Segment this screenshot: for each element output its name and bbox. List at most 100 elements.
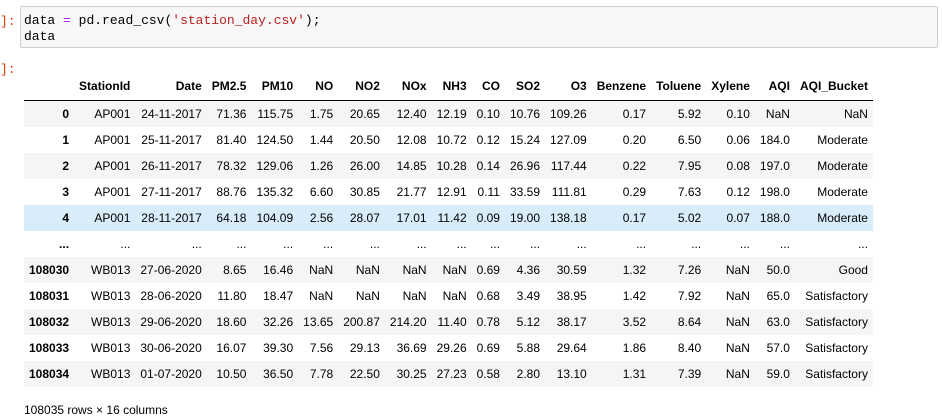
- header-row: StationId Date PM2.5 PM10 NO NO2 NOx NH3 CO SO2 O3…: [24, 72, 873, 101]
- table-cell: Satisfactory: [805, 367, 868, 381]
- table-cell: ...: [191, 237, 202, 251]
- row-index: 108031: [29, 289, 70, 303]
- table-cell: 0.06: [726, 133, 750, 147]
- table-cell: 1.86: [622, 341, 647, 355]
- table-cell: NaN: [442, 263, 467, 277]
- table-cell: 36.50: [263, 367, 294, 381]
- column-header: CO: [471, 72, 505, 101]
- table-cell: 26.96: [509, 159, 541, 173]
- table-cell: NaN: [725, 263, 750, 277]
- row-index: 1: [62, 133, 70, 147]
- table-cell: Moderate: [817, 159, 868, 173]
- table-cell: 29.13: [349, 341, 380, 355]
- table-cell: 0.22: [622, 159, 647, 173]
- table-cell: 78.32: [216, 159, 247, 173]
- table-cell: 30.59: [556, 263, 587, 277]
- table-cell: 19.00: [509, 211, 541, 225]
- table-cell: 36.69: [396, 341, 427, 355]
- row-index: 2: [62, 159, 70, 173]
- table-cell: 5.92: [677, 107, 702, 121]
- table-cell: 124.50: [256, 133, 294, 147]
- table-cell: Moderate: [817, 133, 868, 147]
- table-cell: 24-11-2017: [141, 107, 202, 121]
- table-cell: 28-06-2020: [140, 289, 202, 303]
- table-cell: 01-07-2020: [140, 367, 202, 381]
- table-cell: 29-06-2020: [140, 315, 202, 329]
- row-index: 108034: [29, 367, 70, 381]
- table-cell: 16.07: [216, 341, 247, 355]
- table-cell: 7.56: [309, 341, 334, 355]
- table-row: 4 AP001 28-11-2017 64.18 104.09 2.56 28.07 17.0…: [24, 205, 873, 231]
- table-cell: 20.50: [349, 133, 380, 147]
- table-cell: NaN: [725, 289, 750, 303]
- table-row: 108031 WB013 28-06-2020 11.80 18.47 NaN NaN NaN…: [24, 283, 873, 309]
- table-cell: 2.80: [516, 367, 541, 381]
- table-cell: 16.46: [263, 263, 294, 277]
- table-cell: AP001: [94, 107, 131, 121]
- table-cell: AP001: [94, 159, 131, 173]
- table-cell: 11.80: [217, 289, 247, 303]
- table-cell: 200.87: [343, 315, 380, 329]
- table-cell: NaN: [725, 341, 750, 355]
- table-cell: ...: [236, 237, 247, 251]
- table-cell: 29.26: [436, 341, 467, 355]
- table-cell: 0.20: [622, 133, 647, 147]
- table-cell: Satisfactory: [805, 315, 868, 329]
- table-cell: 25-11-2017: [141, 133, 202, 147]
- table-cell: 0.08: [726, 159, 750, 173]
- table-cell: 10.76: [509, 107, 541, 121]
- table-cell: NaN: [355, 289, 380, 303]
- table-cell: NaN: [355, 263, 380, 277]
- table-cell: Good: [838, 263, 868, 277]
- table-cell: 27-11-2017: [141, 185, 202, 199]
- table-cell: 0.07: [726, 211, 750, 225]
- table-cell: NaN: [442, 289, 467, 303]
- table-cell: ...: [489, 237, 500, 251]
- table-cell: ...: [857, 237, 868, 251]
- table-row: 108034 WB013 01-07-2020 10.50 36.50 7.78 22.50…: [24, 361, 873, 387]
- column-header: PM10: [251, 72, 299, 101]
- table-cell: 0.78: [476, 315, 500, 329]
- table-cell: 1.31: [622, 367, 647, 381]
- row-index: 108032: [29, 315, 70, 329]
- code-variable: data: [24, 13, 56, 28]
- table-cell: 115.75: [257, 107, 294, 121]
- table-cell: 22.50: [349, 367, 380, 381]
- column-header: NO2: [338, 72, 385, 101]
- table-cell: 104.09: [256, 211, 294, 225]
- table-cell: 7.78: [309, 367, 334, 381]
- table-cell: 63.0: [766, 315, 790, 329]
- table-cell: 0.10: [476, 107, 500, 121]
- table-cell: 10.28: [436, 159, 467, 173]
- row-index: 3: [62, 185, 70, 199]
- column-header: Xylene: [706, 72, 755, 101]
- table-cell: 1.42: [622, 289, 647, 303]
- dataframe-shape-summary: 108035 rows × 16 columns: [24, 403, 168, 417]
- table-cell: 5.88: [516, 341, 541, 355]
- table-cell: 38.95: [556, 289, 587, 303]
- table-cell: AP001: [94, 185, 131, 199]
- table-cell: Satisfactory: [805, 341, 868, 355]
- table-cell: 14.85: [396, 159, 427, 173]
- table-cell: 197.0: [759, 159, 790, 173]
- table-row: 108032 WB013 29-06-2020 18.60 32.26 13.65 200.…: [24, 309, 873, 335]
- table-cell: 29.64: [556, 341, 587, 355]
- table-cell: ...: [283, 237, 294, 251]
- table-cell: 198.0: [759, 185, 790, 199]
- table-cell: NaN: [725, 315, 750, 329]
- row-index: 4: [62, 211, 70, 225]
- table-cell: 6.50: [677, 133, 702, 147]
- table-cell: 27-06-2020: [140, 263, 202, 277]
- table-cell: 10.50: [216, 367, 247, 381]
- row-index: 0: [62, 107, 70, 121]
- table-cell: 12.08: [396, 133, 427, 147]
- table-cell: 5.02: [677, 211, 702, 225]
- column-header: Benzene: [591, 72, 652, 101]
- table-cell: 8.40: [677, 341, 702, 355]
- table-cell: 11.40: [437, 315, 467, 329]
- column-header: StationId: [74, 72, 136, 101]
- code-cell-editor[interactable]: data = pd.read_csv('station_day.csv'); d…: [20, 6, 938, 48]
- table-cell: 88.76: [216, 185, 247, 199]
- table-cell: 12.40: [396, 107, 427, 121]
- table-cell: 21.77: [396, 185, 427, 199]
